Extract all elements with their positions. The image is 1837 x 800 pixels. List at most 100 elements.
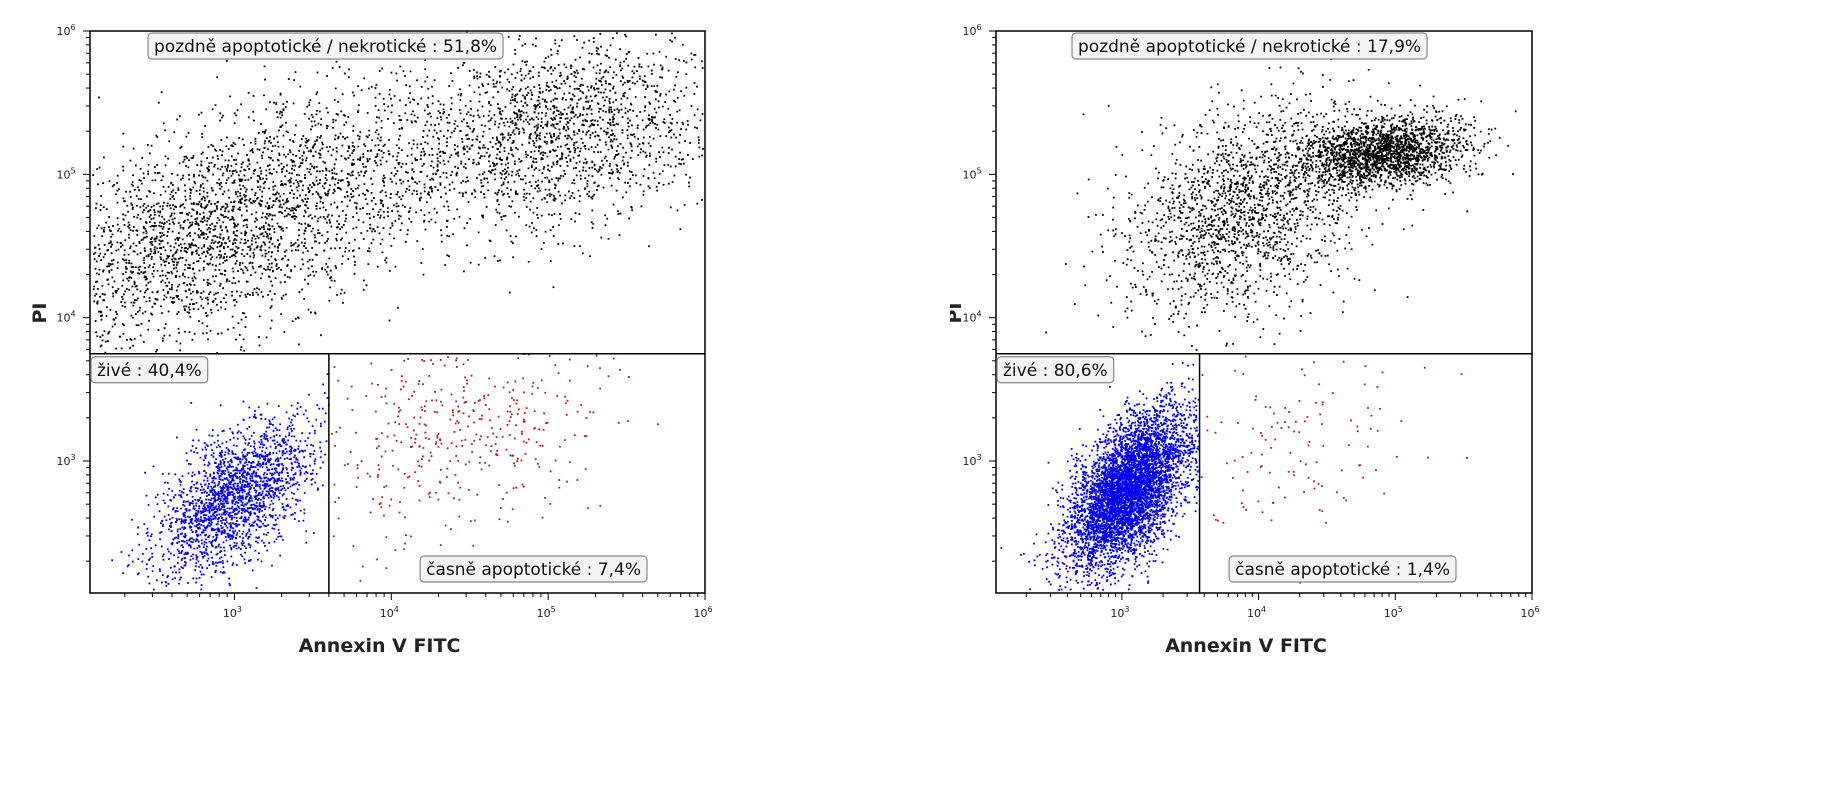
data-point <box>535 37 537 40</box>
data-point <box>593 151 596 153</box>
data-point <box>481 105 484 108</box>
data-point <box>260 170 263 173</box>
data-point <box>198 236 201 239</box>
data-point <box>204 297 207 300</box>
data-point <box>271 242 274 245</box>
data-point <box>287 258 290 261</box>
data-point <box>543 60 546 63</box>
data-point <box>257 460 260 463</box>
data-point <box>131 271 133 274</box>
data-point <box>212 508 215 511</box>
data-point <box>653 85 656 88</box>
data-point <box>530 151 533 153</box>
data-point <box>269 327 272 330</box>
data-point <box>679 151 681 154</box>
data-point <box>324 218 327 220</box>
data-point <box>101 293 104 295</box>
data-point <box>271 472 274 475</box>
data-point <box>344 247 347 249</box>
data-point <box>315 205 318 207</box>
data-point <box>100 195 103 197</box>
data-point <box>266 494 269 497</box>
data-point <box>96 168 99 170</box>
data-point <box>690 52 693 55</box>
data-point <box>213 441 216 444</box>
data-point <box>239 198 242 201</box>
data-point <box>336 206 339 209</box>
data-point <box>550 73 553 75</box>
data-point <box>282 438 285 440</box>
data-point <box>223 549 226 552</box>
data-point <box>172 302 174 304</box>
data-point <box>156 579 158 582</box>
data-point <box>416 116 419 119</box>
data-point <box>219 226 222 229</box>
data-point <box>93 300 96 303</box>
data-point <box>534 181 537 183</box>
data-point <box>302 251 305 254</box>
data-point <box>538 169 541 172</box>
data-point <box>576 105 578 108</box>
data-point <box>307 139 310 142</box>
data-point <box>668 131 670 134</box>
data-point <box>248 262 251 265</box>
data-point <box>243 242 246 245</box>
data-point <box>251 149 253 152</box>
data-point <box>438 142 440 145</box>
data-point <box>566 117 569 120</box>
data-point <box>432 135 435 138</box>
data-point <box>550 193 553 196</box>
data-point <box>345 158 347 161</box>
data-point <box>179 147 182 149</box>
data-point <box>614 155 616 158</box>
data-point <box>229 486 231 489</box>
data-point <box>529 118 531 121</box>
data-point <box>192 203 195 205</box>
data-point <box>453 187 456 190</box>
data-point <box>189 224 192 227</box>
data-point <box>337 135 340 138</box>
data-point <box>544 99 546 101</box>
data-point <box>427 191 430 194</box>
data-point <box>145 222 148 225</box>
data-point <box>662 121 665 123</box>
data-point <box>552 123 555 126</box>
data-point <box>285 226 288 229</box>
data-point <box>340 201 343 203</box>
data-point <box>185 247 187 249</box>
data-point <box>154 302 157 305</box>
data-point <box>187 263 190 266</box>
data-point <box>242 524 245 527</box>
data-point <box>483 171 486 174</box>
data-point <box>255 529 258 531</box>
data-point <box>274 277 277 279</box>
data-point <box>156 164 158 166</box>
data-point <box>261 154 263 157</box>
data-point <box>318 195 321 198</box>
data-point <box>154 250 157 252</box>
data-point <box>374 203 377 205</box>
data-point <box>542 151 545 154</box>
data-point <box>205 519 207 522</box>
data-point <box>566 165 569 167</box>
data-point <box>537 123 540 126</box>
data-point <box>629 119 631 122</box>
data-point <box>626 117 629 120</box>
data-point <box>103 244 106 246</box>
data-point <box>631 70 634 73</box>
data-point <box>309 184 311 186</box>
data-point <box>247 158 250 161</box>
data-point <box>99 295 101 298</box>
data-point <box>268 423 271 425</box>
data-point <box>211 222 214 225</box>
data-point <box>416 146 419 149</box>
data-point <box>254 137 257 140</box>
data-point <box>235 191 237 193</box>
data-point <box>271 527 274 530</box>
data-point <box>161 205 164 208</box>
data-point <box>591 132 594 134</box>
data-point <box>126 277 129 280</box>
data-point <box>252 234 255 236</box>
data-point <box>161 228 164 230</box>
data-point <box>209 247 212 250</box>
